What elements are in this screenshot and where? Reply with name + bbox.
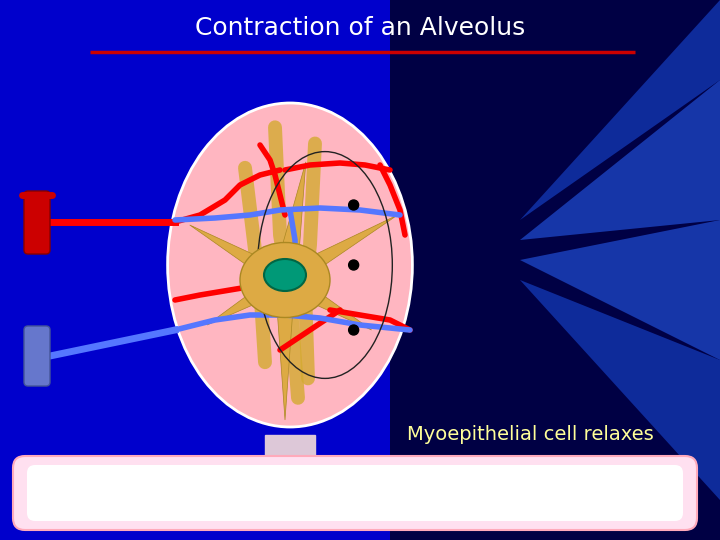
Polygon shape [207,271,290,325]
Text: Myoepithelial cell relaxes: Myoepithelial cell relaxes [407,426,653,444]
Polygon shape [280,271,372,330]
Polygon shape [520,80,720,240]
Ellipse shape [168,103,413,427]
Circle shape [348,200,359,210]
Polygon shape [390,0,720,540]
Polygon shape [520,0,720,220]
FancyBboxPatch shape [24,191,50,254]
FancyBboxPatch shape [27,465,683,521]
Ellipse shape [240,242,330,318]
Polygon shape [190,225,290,289]
Bar [265,435,315,490]
Polygon shape [273,162,306,282]
Polygon shape [280,215,397,289]
Polygon shape [275,280,295,420]
Circle shape [348,260,359,270]
FancyBboxPatch shape [24,326,50,386]
Polygon shape [520,220,720,360]
Polygon shape [520,280,720,500]
Circle shape [348,325,359,335]
Ellipse shape [264,259,306,291]
FancyBboxPatch shape [13,456,697,530]
Text: Contraction of an Alveolus: Contraction of an Alveolus [195,16,525,40]
